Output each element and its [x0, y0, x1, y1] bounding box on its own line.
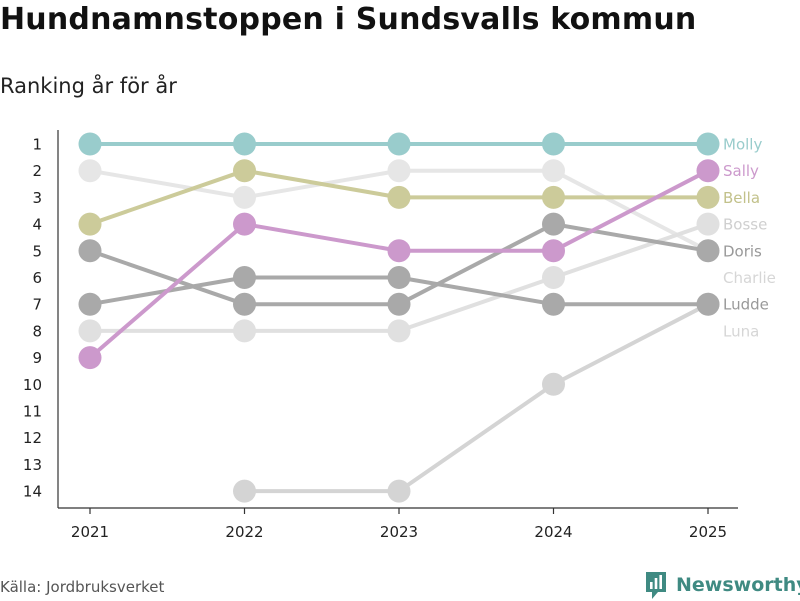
end-labels: Molly Sally Bella Bosse Doris Charlie Ludde Lun…: [723, 136, 776, 341]
point-luna-2021: [78, 319, 102, 343]
end-label-charlie: Charlie: [723, 269, 776, 287]
point-bella-2022: [233, 159, 256, 183]
y-tick-label: 9: [32, 349, 42, 367]
point-doris-2024: [542, 212, 565, 236]
x-tick-label: 2022: [225, 523, 263, 541]
point-left-sally-2025: [696, 159, 708, 183]
source-note: Källa: Jordbruksverket: [0, 578, 165, 596]
end-label-molly: Molly: [723, 136, 762, 154]
point-charlie-2023: [387, 159, 411, 183]
series-line-charlie: [88, 168, 710, 253]
y-tick-label: 5: [32, 242, 42, 260]
point-sally-2022: [233, 212, 256, 236]
point-doris-2021: [78, 239, 102, 263]
end-label-luna: Luna: [723, 322, 759, 340]
y-tick-label: 11: [23, 403, 42, 421]
series-points: [78, 132, 720, 503]
point-molly-2022: [233, 132, 256, 156]
end-label-sally: Sally: [723, 162, 759, 180]
point-molly-2023: [387, 132, 411, 156]
point-bosse-2023: [387, 479, 411, 503]
point-sally-2024: [542, 239, 565, 263]
point-left-ludde-2025: [696, 292, 708, 316]
point-ludde-2022: [233, 266, 256, 289]
point-bosse-2024: [542, 372, 565, 396]
y-tick-label: 14: [23, 483, 42, 501]
y-tick-label: 8: [32, 322, 42, 340]
point-left-molly-2025: [696, 132, 708, 156]
brand-name: Newsworthy: [676, 574, 800, 596]
end-label-bella: Bella: [723, 189, 760, 207]
x-tick-label: 2023: [380, 523, 418, 541]
point-molly-2021: [78, 132, 102, 156]
y-tick-label: 2: [32, 162, 42, 180]
end-label-bosse: Bosse: [723, 216, 767, 234]
y-tick-label: 6: [32, 269, 42, 287]
point-left-doris-2025: [696, 239, 708, 263]
y-tick-label: 1: [32, 136, 42, 154]
end-label-ludde: Ludde: [723, 296, 769, 314]
series-line-bosse: [242, 302, 710, 494]
point-doris-2025: [708, 239, 720, 263]
point-doris-2023: [387, 292, 411, 316]
chart-title: Hundnamnstoppen i Sundsvalls kommun: [0, 2, 697, 37]
point-ludde-2023: [387, 266, 411, 289]
point-sally-2023: [387, 239, 411, 263]
point-charlie-2022: [233, 185, 256, 209]
point-luna-2022: [233, 319, 256, 343]
point-luna-2023: [387, 319, 411, 343]
point-sally-2021: [78, 346, 102, 370]
point-ludde-2021: [78, 292, 102, 316]
y-tick-label: 10: [23, 376, 42, 394]
point-molly-2025: [708, 132, 720, 156]
chart-subtitle: Ranking år för år: [0, 74, 177, 98]
newsworthy-logo-icon: [646, 572, 666, 599]
series-line-doris: [88, 222, 710, 307]
end-label-doris: Doris: [723, 242, 762, 260]
point-bella-2023: [387, 185, 411, 209]
y-tick-label: 3: [32, 189, 42, 207]
y-tick-label: 13: [23, 456, 42, 474]
point-charlie-2024: [542, 159, 565, 183]
x-tick-label: 2021: [71, 523, 109, 541]
point-bella-2024: [542, 185, 565, 209]
point-bella-2021: [78, 212, 102, 236]
y-tick-label: 12: [23, 429, 42, 447]
point-luna-2024: [542, 266, 565, 289]
y-tick-label: 4: [32, 216, 42, 234]
point-luna-2025: [708, 212, 720, 236]
x-tick-label: 2025: [689, 523, 727, 541]
point-sally-2025: [708, 159, 720, 183]
point-charlie-2021: [78, 159, 102, 183]
point-left-luna-2025: [696, 212, 708, 236]
point-bella-2025: [708, 185, 720, 209]
point-doris-2022: [233, 292, 256, 316]
x-tick-label: 2024: [534, 523, 572, 541]
point-left-bella-2025: [696, 185, 708, 209]
point-ludde-2024: [542, 292, 565, 316]
point-ludde-2025: [708, 292, 720, 316]
point-bosse-2022: [233, 479, 256, 503]
point-molly-2024: [542, 132, 565, 156]
y-tick-label: 7: [32, 296, 42, 314]
brand-logo[interactable]: Newsworthy: [644, 569, 800, 601]
